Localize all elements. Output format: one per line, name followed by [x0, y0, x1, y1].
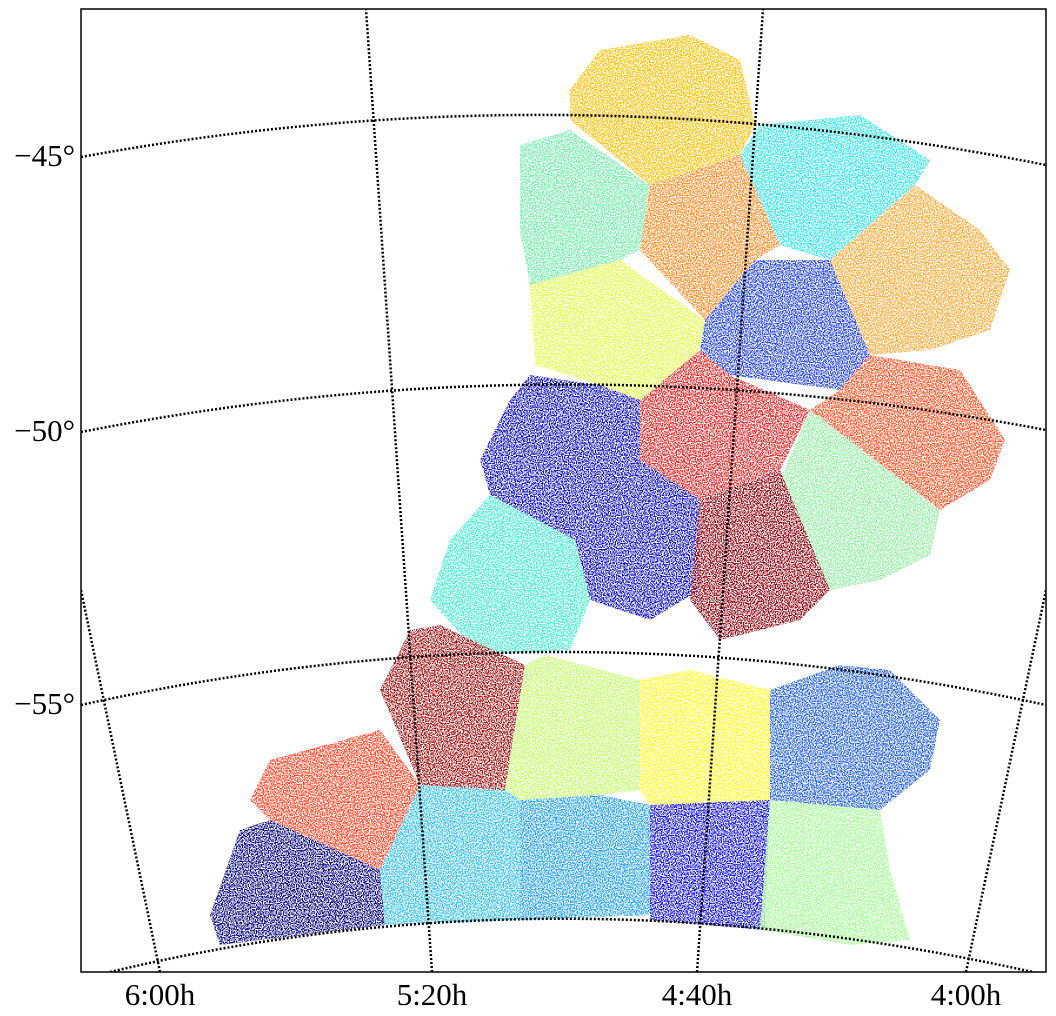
ra-line [81, 589, 162, 972]
x-tick-label: 4:40h [662, 977, 733, 1012]
patch [505, 655, 640, 800]
y-tick-label: −50° [14, 413, 75, 448]
x-tick-label: 4:00h [931, 977, 1002, 1012]
ra-line [364, 9, 434, 972]
patch [640, 155, 780, 320]
patch [380, 625, 525, 790]
ra-line [695, 9, 765, 972]
patch [380, 785, 520, 925]
patch [520, 130, 650, 285]
patch [740, 115, 930, 260]
patch [430, 495, 590, 655]
patch [770, 665, 940, 810]
y-tick-label: −45° [14, 138, 75, 173]
x-tick-label: 6:00h [125, 977, 196, 1012]
patch [250, 730, 420, 870]
patch [830, 185, 1010, 355]
patch [480, 375, 700, 620]
patch [760, 800, 910, 945]
patch [570, 35, 755, 185]
patch [520, 795, 650, 920]
y-tick-label: −55° [14, 686, 75, 721]
patch [810, 355, 1005, 510]
dec-line [109, 917, 1039, 972]
patch [210, 820, 385, 945]
ra-line [964, 589, 1046, 972]
patch [780, 410, 940, 590]
dec-line [81, 113, 1046, 167]
plot-frame [80, 8, 1047, 973]
graticule [81, 9, 1046, 972]
patch [530, 260, 705, 400]
patches [210, 35, 1010, 945]
dec-line [81, 383, 1046, 434]
x-tick-label: 5:20h [397, 977, 468, 1012]
patch [640, 670, 770, 805]
patch [650, 800, 770, 930]
patch [690, 470, 830, 640]
dec-line [81, 650, 1046, 707]
